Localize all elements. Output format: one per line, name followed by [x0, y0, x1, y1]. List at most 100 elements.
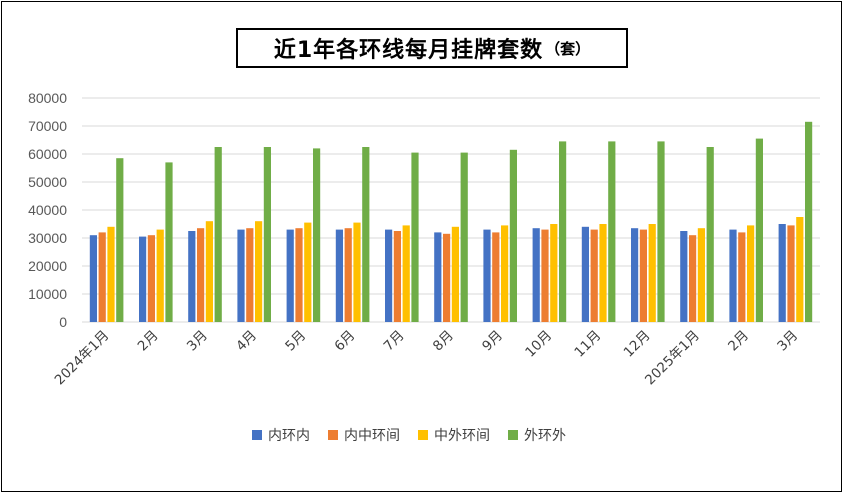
bar-series-3: [648, 224, 656, 322]
chart-title: 近1年各环线每月挂牌套数: [273, 38, 544, 63]
y-tick-label: 40000: [28, 202, 67, 218]
chart-legend: 内环内 内中环间 中外环间 外环外: [252, 425, 566, 445]
bar-series-4: [116, 158, 124, 322]
bar-series-4: [509, 149, 517, 322]
bar-series-1: [335, 229, 343, 322]
bar-series-4: [706, 147, 714, 322]
legend-label: 内环内: [268, 428, 310, 444]
bar-series-3: [205, 221, 213, 322]
bar-series-2: [344, 228, 352, 322]
x-tick-label: 6月: [331, 328, 358, 355]
bar-series-2: [197, 228, 205, 322]
bar-series-2: [246, 228, 254, 322]
bar-series-2: [689, 235, 697, 322]
bar-series-1: [483, 229, 491, 322]
x-tick-label: 2024年1月: [52, 328, 113, 389]
bar-series-4: [755, 138, 763, 322]
x-tick-label: 3月: [774, 328, 801, 355]
bar-series-1: [532, 228, 540, 322]
bar-series-1: [778, 224, 786, 322]
bar-series-3: [697, 228, 705, 322]
chart-title-box: 近1年各环线每月挂牌套数 （套）: [236, 28, 628, 68]
bar-series-2: [443, 233, 451, 322]
bar-series-4: [263, 147, 271, 322]
legend-swatch: [508, 430, 518, 440]
bar-series-4: [214, 147, 222, 322]
bar-series-3: [501, 225, 509, 322]
bar-series-2: [541, 229, 549, 322]
y-tick-label: 30000: [28, 230, 67, 246]
bar-series-1: [385, 229, 393, 322]
y-tick-label: 70000: [28, 118, 67, 134]
bar-series-4: [608, 141, 616, 322]
x-tick-label: 12月: [621, 328, 654, 361]
chart-title-unit: （套）: [545, 39, 591, 58]
bar-series-2: [787, 225, 795, 322]
bar-series-1: [680, 231, 688, 322]
legend-item: 内中环间: [328, 425, 400, 445]
bar-series-2: [295, 228, 303, 322]
bar-series-4: [460, 152, 468, 322]
legend-swatch: [418, 430, 428, 440]
bar-series-2: [393, 231, 401, 322]
y-tick-label: 10000: [28, 286, 67, 302]
x-tick-label: 7月: [381, 328, 408, 355]
bar-series-4: [165, 162, 173, 322]
bar-series-4: [362, 147, 370, 322]
bar-series-1: [729, 229, 737, 322]
bar-series-3: [156, 229, 164, 322]
bar-series-1: [188, 231, 196, 322]
bar-series-3: [599, 224, 607, 322]
legend-swatch: [328, 430, 338, 440]
bar-series-2: [590, 229, 598, 322]
y-tick-label: 80000: [28, 90, 67, 106]
bar-series-2: [98, 232, 106, 322]
bar-series-2: [639, 229, 647, 322]
y-tick-label: 50000: [28, 174, 67, 190]
legend-label: 外环外: [524, 428, 566, 444]
bar-series-3: [747, 225, 755, 322]
x-tick-label: 3月: [184, 328, 211, 355]
x-tick-label: 9月: [479, 328, 506, 355]
bar-series-1: [89, 235, 97, 322]
x-tick-label: 10月: [522, 328, 555, 361]
x-tick-label: 2月: [135, 328, 162, 355]
x-tick-label: 11月: [571, 328, 604, 361]
bar-series-1: [581, 226, 589, 322]
legend-item: 内环内: [252, 425, 310, 445]
bar-series-3: [796, 217, 804, 322]
bar-series-3: [255, 221, 263, 322]
bar-series-4: [313, 148, 321, 322]
bar-series-3: [304, 222, 312, 322]
bar-series-2: [147, 235, 155, 322]
bar-series-3: [353, 222, 361, 322]
bar-series-1: [631, 228, 639, 322]
y-tick-label: 20000: [28, 258, 67, 274]
x-tick-label: 8月: [430, 328, 457, 355]
bar-series-1: [237, 229, 245, 322]
bar-series-1: [139, 236, 147, 322]
bar-series-4: [559, 141, 567, 322]
legend-item: 中外环间: [418, 425, 490, 445]
bar-series-4: [411, 152, 419, 322]
bar-series-1: [434, 232, 442, 322]
x-tick-label: 5月: [282, 328, 309, 355]
y-tick-label: 60000: [28, 146, 67, 162]
bar-series-3: [402, 225, 410, 322]
x-tick-label: 4月: [233, 328, 260, 355]
bar-series-1: [286, 229, 294, 322]
bar-series-2: [492, 232, 500, 322]
legend-label: 内中环间: [344, 428, 400, 444]
bar-series-2: [738, 232, 746, 322]
bar-series-3: [107, 226, 115, 322]
bar-series-4: [657, 141, 665, 322]
x-tick-label: 2月: [725, 328, 752, 355]
legend-item: 外环外: [508, 425, 566, 445]
legend-label: 中外环间: [434, 428, 490, 444]
bar-series-3: [550, 224, 558, 322]
bar-series-3: [451, 226, 459, 322]
y-tick-label: 0: [59, 314, 67, 330]
bar-series-4: [805, 121, 813, 322]
legend-swatch: [252, 430, 262, 440]
